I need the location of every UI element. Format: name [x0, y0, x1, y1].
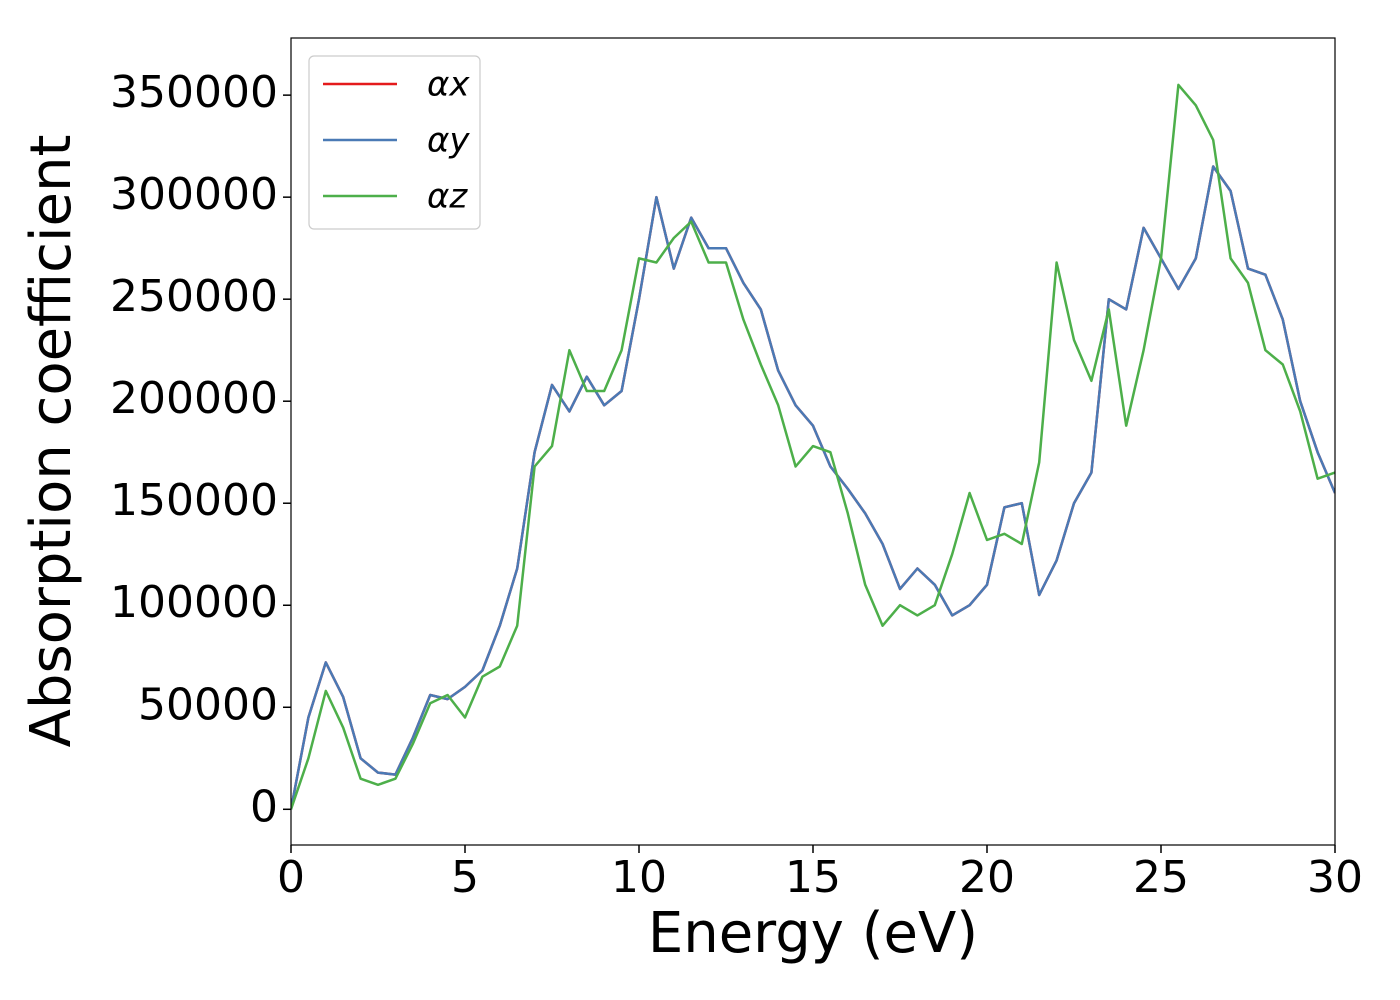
x-tick-label: 10 — [611, 852, 667, 903]
x-tick-label: 15 — [785, 852, 841, 903]
x-tick-label: 25 — [1133, 852, 1189, 903]
x-tick-label: 20 — [959, 852, 1015, 903]
x-tick-label: 5 — [451, 852, 479, 903]
series-line — [291, 83, 1335, 810]
series-line — [291, 165, 1335, 810]
series-line — [291, 165, 1335, 810]
legend-label: αx — [427, 65, 470, 105]
y-tick-label: 50000 — [138, 679, 278, 730]
y-tick-label: 100000 — [110, 577, 278, 628]
legend-label: αz — [427, 177, 468, 217]
x-axis-label: Energy (eV) — [648, 901, 978, 966]
y-axis-label: Absorption coefficient — [19, 135, 84, 748]
x-tick-label: 0 — [277, 852, 305, 903]
x-tick-label: 30 — [1307, 852, 1363, 903]
y-tick-label: 150000 — [110, 475, 278, 526]
plot-frame — [290, 37, 1336, 846]
y-tick-label: 300000 — [110, 169, 278, 220]
y-tick-label: 0 — [250, 781, 278, 832]
y-tick-label: 200000 — [110, 373, 278, 424]
y-tick-label: 250000 — [110, 271, 278, 322]
legend-box — [308, 55, 481, 230]
legend-label: αy — [427, 121, 470, 161]
y-tick-label: 350000 — [110, 67, 278, 118]
